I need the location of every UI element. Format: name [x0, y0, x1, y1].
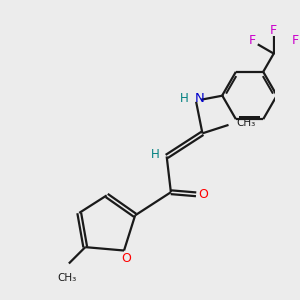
Text: H: H: [180, 92, 189, 105]
Text: F: F: [248, 34, 255, 47]
Text: H: H: [151, 148, 159, 161]
Text: N: N: [195, 92, 204, 105]
Text: O: O: [198, 188, 208, 201]
Text: F: F: [270, 23, 277, 37]
Text: CH₃: CH₃: [57, 273, 76, 283]
Text: O: O: [121, 252, 131, 265]
Text: CH₃: CH₃: [236, 118, 255, 128]
Text: F: F: [292, 34, 299, 47]
